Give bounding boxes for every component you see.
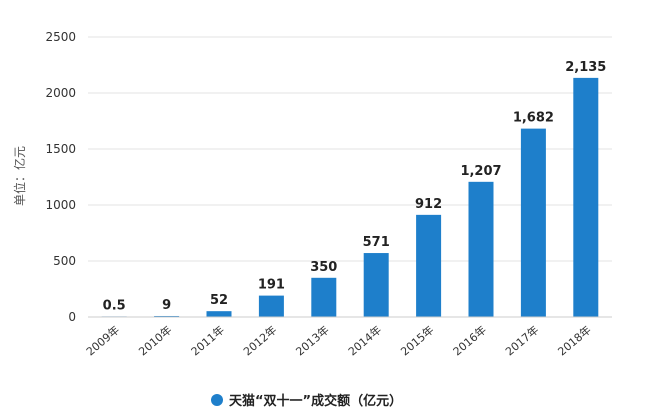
y-axis-title: 单位：亿元 xyxy=(12,146,27,206)
legend: 天猫“双十一”成交额（亿元） xyxy=(211,393,402,409)
y-tick-label: 1500 xyxy=(45,142,76,156)
x-tick-label: 2013年 xyxy=(293,323,332,359)
bar xyxy=(416,214,442,317)
bar xyxy=(468,181,494,317)
bar xyxy=(520,128,546,317)
x-tick-label: 2016年 xyxy=(450,323,489,359)
y-tick-label: 500 xyxy=(53,254,76,268)
x-tick-label: 2017年 xyxy=(502,323,541,359)
bar xyxy=(573,77,599,317)
bar xyxy=(363,253,389,317)
x-tick-label: 2014年 xyxy=(345,323,384,359)
bars xyxy=(101,77,599,317)
data-label: 1,682 xyxy=(513,111,554,126)
x-axis-ticks: 2009年 2010年 2011年 2012年 2013年 2014年 2015年 2016年… xyxy=(83,323,593,359)
data-label: 9 xyxy=(162,298,171,313)
x-tick-label: 2010年 xyxy=(136,323,175,359)
bar xyxy=(258,295,284,317)
y-tick-label: 2500 xyxy=(45,30,76,44)
bar xyxy=(311,277,337,317)
x-tick-label: 2015年 xyxy=(398,323,437,359)
bar xyxy=(154,315,180,317)
legend-marker xyxy=(211,394,223,406)
data-label: 2,135 xyxy=(565,60,606,75)
data-label: 0.5 xyxy=(103,298,126,313)
data-label: 350 xyxy=(310,260,337,275)
legend-label: 天猫“双十一”成交额（亿元） xyxy=(229,393,402,409)
y-tick-label: 2000 xyxy=(45,86,76,100)
data-label: 912 xyxy=(415,197,442,212)
data-label: 1,207 xyxy=(460,164,501,179)
data-labels: 0.5 9 52 191 350 571 912 1,207 1,682 2,135 xyxy=(103,60,607,314)
y-tick-label: 0 xyxy=(68,310,76,324)
x-tick-label: 2018年 xyxy=(555,323,594,359)
data-label: 52 xyxy=(210,293,228,308)
y-tick-label: 1000 xyxy=(45,198,76,212)
x-tick-label: 2009年 xyxy=(83,323,122,359)
bar xyxy=(206,311,232,317)
y-axis-ticks: 0 500 1000 1500 2000 2500 xyxy=(45,30,76,324)
x-tick-label: 2011年 xyxy=(188,323,227,359)
data-label: 191 xyxy=(258,278,285,293)
data-label: 571 xyxy=(363,235,390,250)
x-tick-label: 2012年 xyxy=(240,323,279,359)
